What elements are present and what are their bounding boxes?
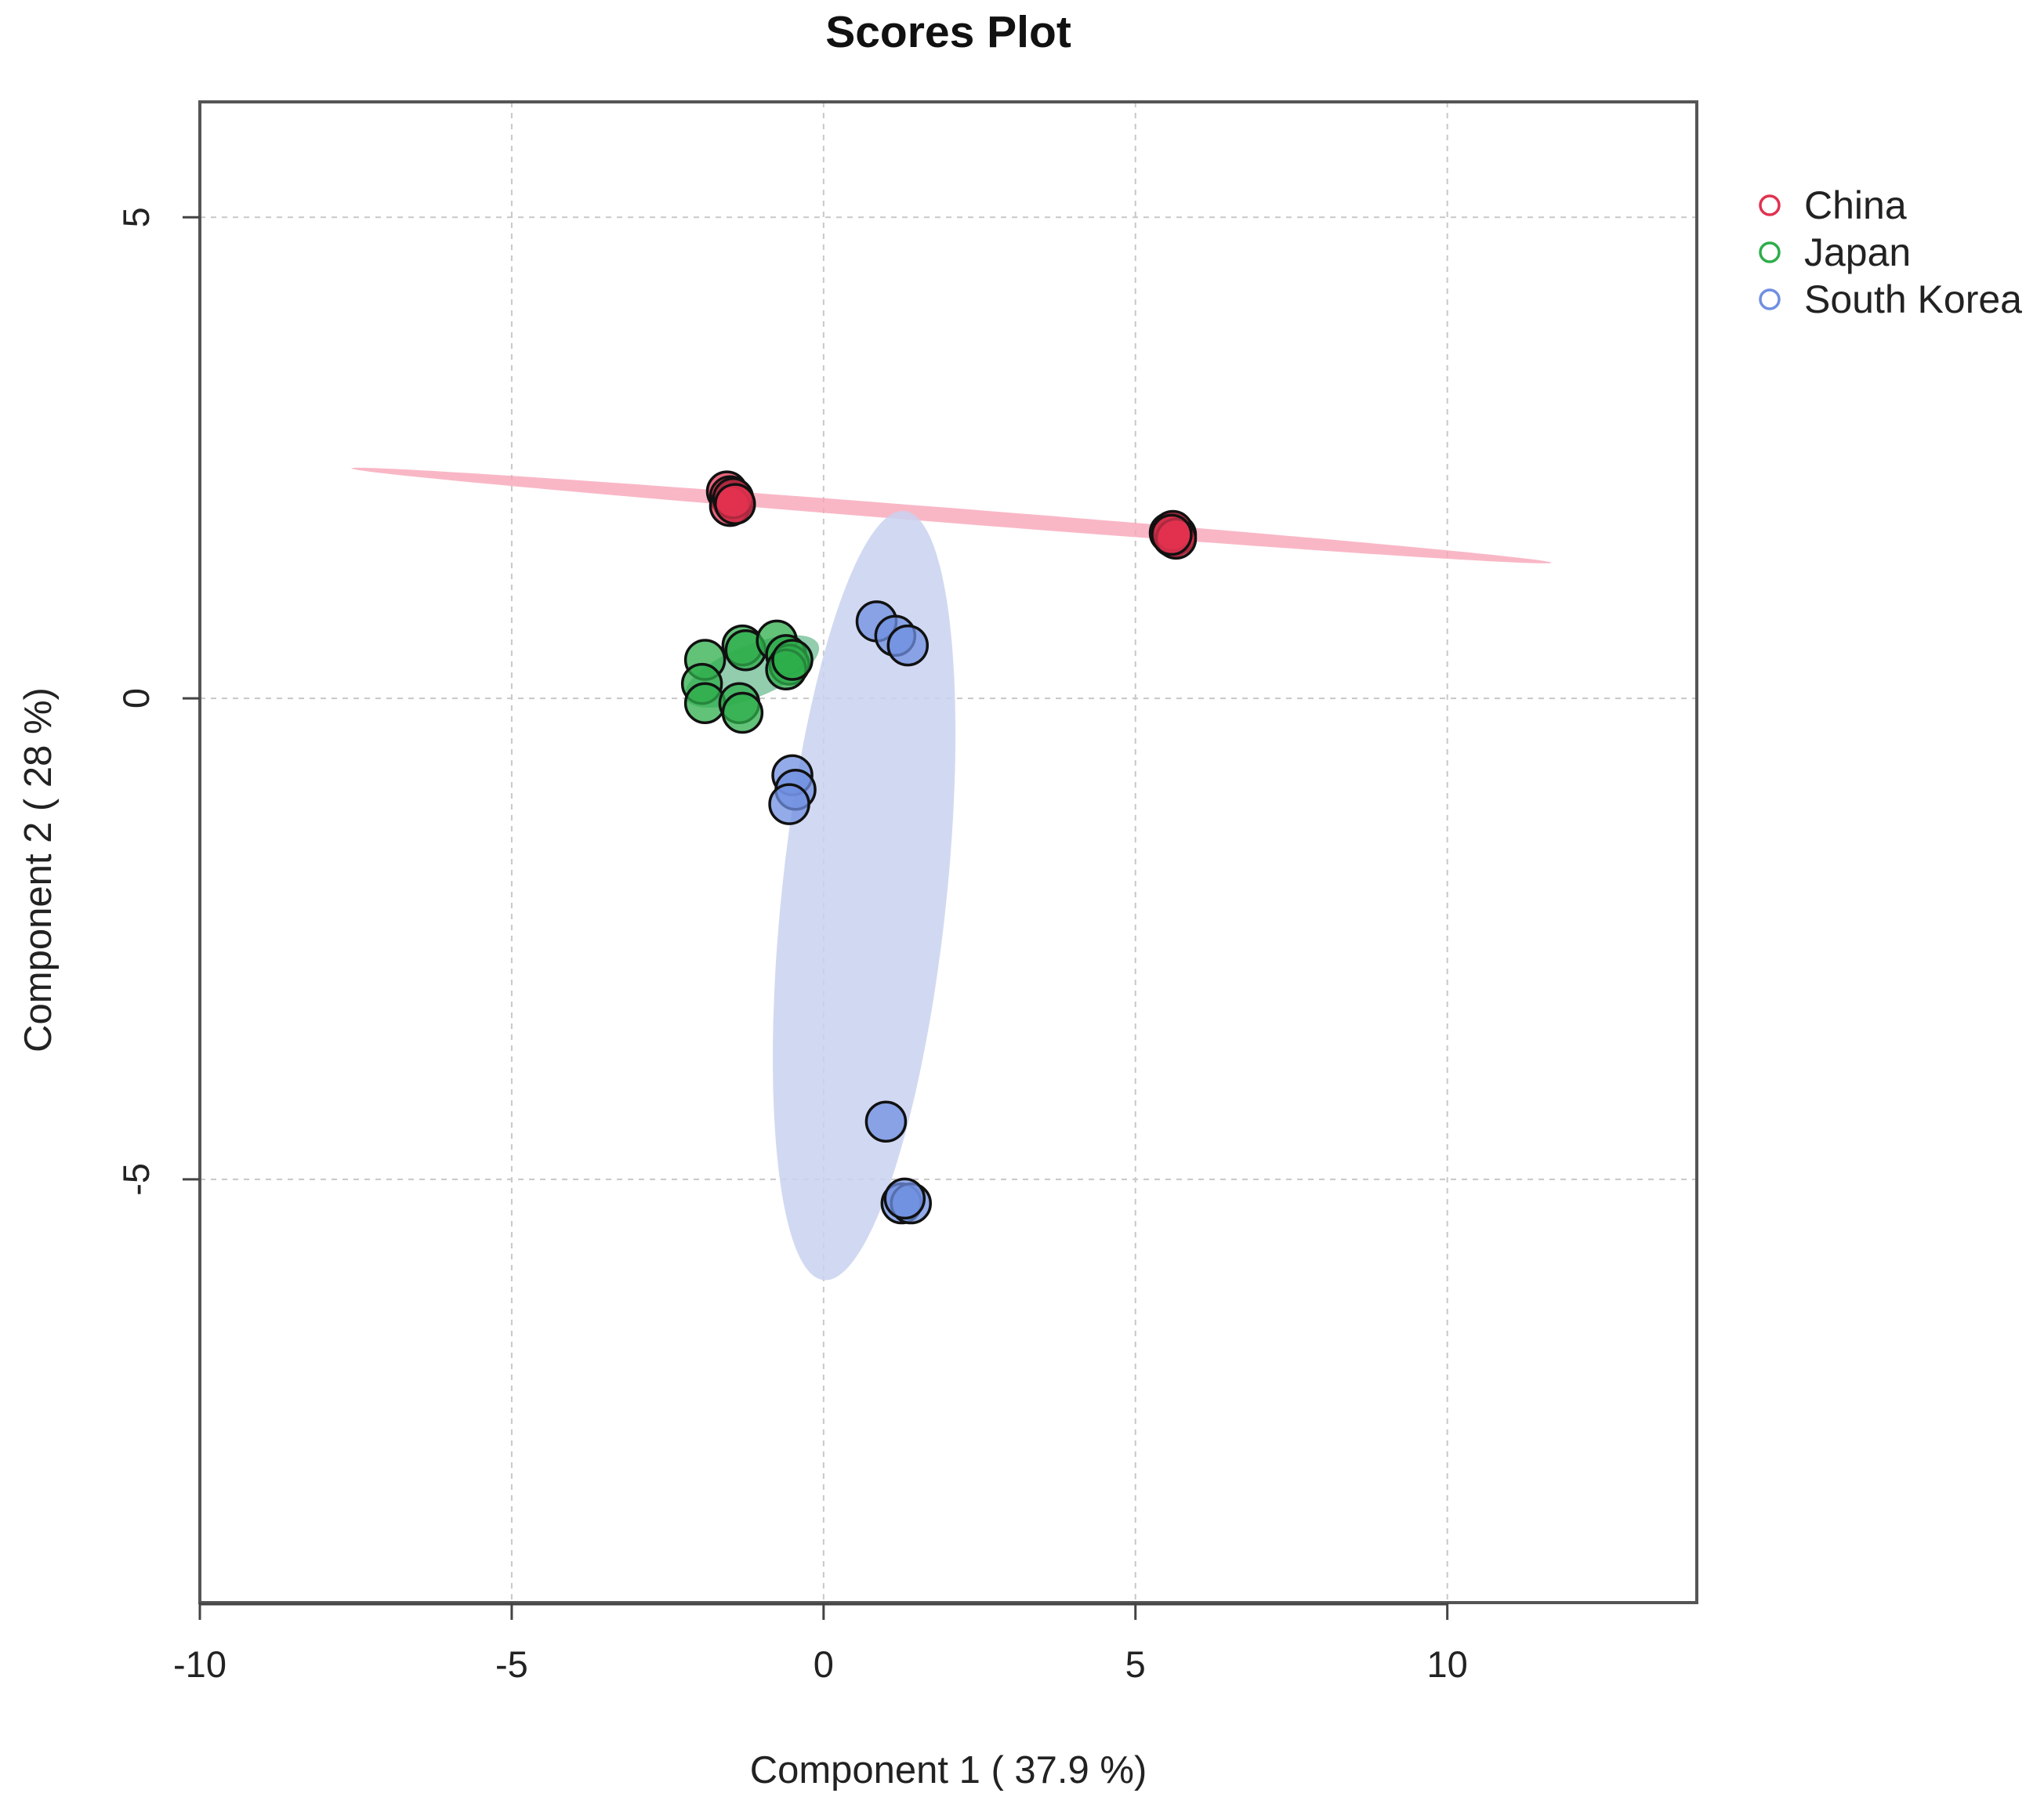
x-tick-label: 5 xyxy=(1125,1643,1146,1685)
legend-marker-japan xyxy=(1759,241,1781,263)
y-tick-label: 5 xyxy=(115,207,157,227)
legend-label: Japan xyxy=(1804,230,1911,274)
point-south-korea xyxy=(768,783,810,825)
point-south-korea xyxy=(886,624,930,667)
legend-marker-south-korea xyxy=(1759,288,1781,310)
plot-frame xyxy=(198,100,1698,1604)
x-tick-label: 0 xyxy=(814,1643,834,1685)
x-tick-label: 10 xyxy=(1427,1643,1468,1685)
point-japan xyxy=(721,691,764,734)
point-south-korea xyxy=(883,1177,926,1220)
point-japan xyxy=(771,639,814,681)
legend-marker-china xyxy=(1759,194,1781,216)
ellipse-south-korea xyxy=(773,510,956,1281)
point-south-korea xyxy=(864,1100,908,1143)
y-axis: -5 0 5 xyxy=(115,207,200,1196)
y-axis-label: Component 2 ( 28 %) xyxy=(17,687,60,1052)
ellipse-china xyxy=(351,467,1552,563)
legend-label: China xyxy=(1804,183,1907,227)
y-tick-label: -5 xyxy=(115,1163,157,1196)
point-china xyxy=(714,483,756,525)
confidence-ellipses xyxy=(351,467,1552,1281)
legend-label: South Korea xyxy=(1804,277,2022,321)
x-tick-label: -5 xyxy=(495,1643,528,1685)
x-tick-label: -10 xyxy=(173,1643,227,1685)
chart-title: Scores Plot xyxy=(825,7,1071,57)
x-axis-label: Component 1 ( 37.9 %) xyxy=(750,1749,1147,1791)
y-tick-label: 0 xyxy=(115,688,157,708)
point-china xyxy=(1151,513,1193,556)
x-axis: -10 -5 0 5 10 xyxy=(173,1603,1468,1685)
data-points xyxy=(680,470,1198,1225)
